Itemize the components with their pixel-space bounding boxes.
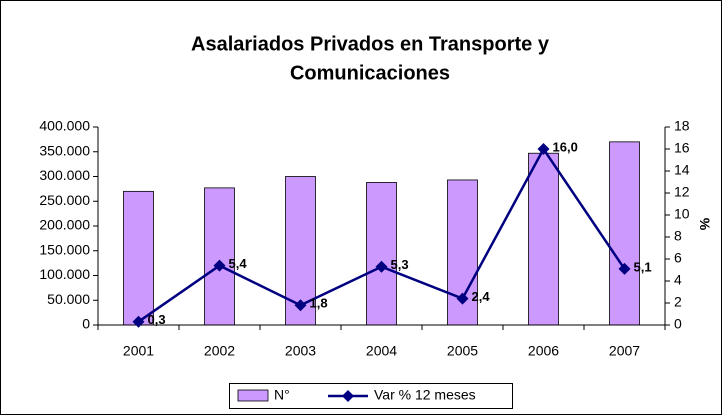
bar: [609, 141, 640, 326]
marker: [618, 262, 631, 275]
x-tick-label: 2006: [528, 343, 559, 359]
chart-title: Comunicaciones: [290, 62, 450, 84]
legend-swatch: [237, 389, 269, 402]
y2-tick-label: 6: [674, 250, 682, 266]
y-tick-label: 0: [82, 316, 90, 332]
x-tick-label: 2004: [366, 343, 397, 359]
data-label: 16,0: [553, 139, 578, 154]
data-label: 5,1: [634, 259, 652, 274]
marker: [132, 315, 145, 328]
chart-title: Asalariados Privados en Transporte y: [191, 33, 550, 55]
y2-tick-label: 18: [674, 118, 690, 134]
x-tick-label: 2005: [447, 343, 478, 359]
y2-tick-label: 16: [674, 140, 690, 156]
x-tick-label: 2007: [609, 343, 640, 359]
y-tick-label: 400.000: [39, 118, 90, 134]
y-tick-label: 50.000: [47, 291, 90, 307]
bar: [123, 190, 154, 326]
x-tick-label: 2001: [123, 343, 154, 359]
marker: [456, 292, 469, 305]
y2-tick-label: 0: [674, 316, 682, 332]
y2-tick-label: 8: [674, 228, 682, 244]
data-label: 5,4: [229, 256, 248, 271]
y2-tick-label: 10: [674, 206, 690, 222]
data-label: 5,3: [391, 257, 409, 272]
data-label: 0,3: [148, 312, 166, 327]
data-label: 2,4: [472, 289, 491, 304]
legend-box: [229, 383, 513, 409]
y-tick-label: 300.000: [39, 167, 90, 183]
y2-tick-label: 14: [674, 162, 690, 178]
y2-axis-label: %: [697, 217, 713, 230]
marker: [294, 299, 307, 312]
marker: [375, 260, 388, 273]
y-tick-label: 250.000: [39, 192, 90, 208]
y-tick-label: 200.000: [39, 217, 90, 233]
legend-marker: [342, 390, 354, 402]
y2-tick-label: 4: [674, 272, 682, 288]
legend-label: N°: [274, 387, 290, 403]
bar: [528, 152, 559, 326]
y2-tick-label: 2: [674, 294, 682, 310]
y-tick-label: 350.000: [39, 142, 90, 158]
marker: [537, 143, 550, 155]
y2-tick-label: 12: [674, 184, 690, 200]
x-tick-label: 2003: [285, 343, 316, 359]
bar: [366, 182, 397, 326]
bar: [204, 187, 235, 326]
legend-label: Var % 12 meses: [374, 387, 476, 403]
y-tick-label: 100.000: [39, 266, 90, 282]
x-tick-label: 2002: [204, 343, 235, 359]
marker: [213, 259, 226, 272]
data-label: 1,8: [310, 296, 328, 311]
y-tick-label: 150.000: [39, 241, 90, 257]
